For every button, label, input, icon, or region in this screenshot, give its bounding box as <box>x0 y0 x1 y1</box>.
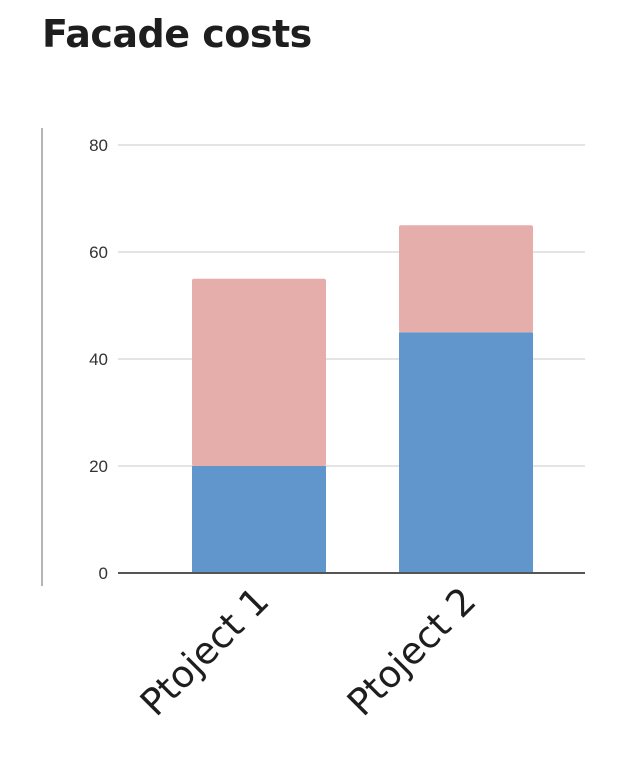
bar-2-segment-2 <box>399 225 533 333</box>
y-tick-label-20: 20 <box>89 457 108 476</box>
left-border-line <box>41 128 43 586</box>
y-tick-label-0: 0 <box>99 564 108 583</box>
bar-2-segment-1 <box>399 332 533 573</box>
y-tick-label-60: 60 <box>89 243 108 262</box>
bar-1-segment-1 <box>192 466 326 573</box>
y-tick-label-80: 80 <box>89 136 108 155</box>
y-tick-label-40: 40 <box>89 350 108 369</box>
bar-1-segment-2 <box>192 278 326 466</box>
chart-title: Facade costs <box>42 12 312 56</box>
x-category-label-1: Ptoject 1 <box>132 579 277 724</box>
x-category-label-2: Ptoject 2 <box>339 579 484 724</box>
